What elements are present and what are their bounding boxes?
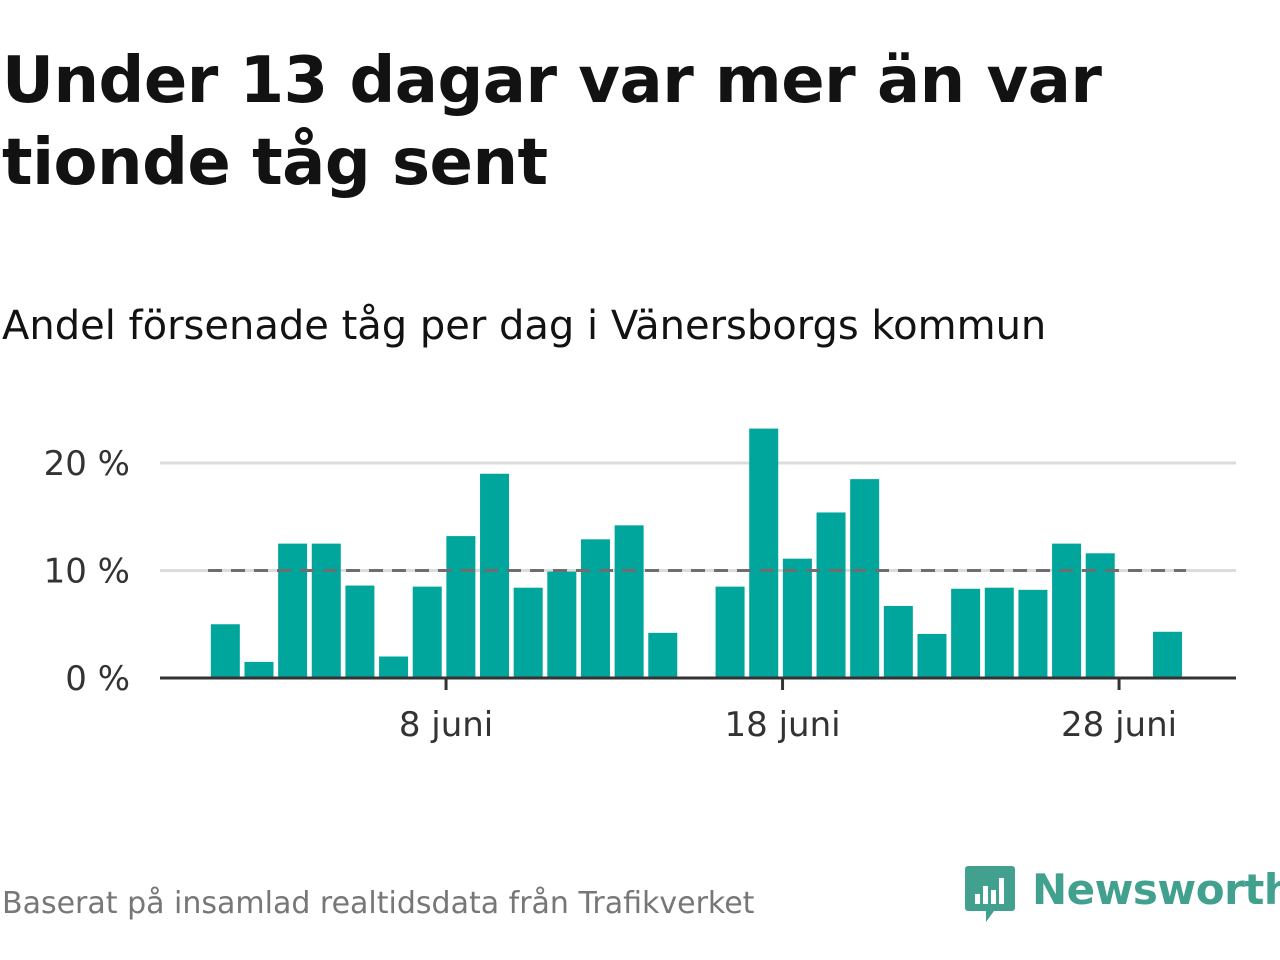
- bar: [782, 558, 812, 678]
- chart-title: Under 13 dagar var mer än var tionde tåg…: [2, 44, 1102, 200]
- bar: [850, 479, 880, 678]
- bar: [883, 605, 913, 678]
- bar: [513, 587, 543, 678]
- brand-logo: Newsworthy: [964, 862, 1280, 926]
- bar: [1153, 631, 1183, 678]
- y-tick-label: 0 %: [65, 659, 130, 699]
- y-tick-label: 10 %: [44, 552, 130, 592]
- bar-chart: 0 % 10 % 20 % 8 juni 18 juni 28 juni: [44, 428, 1236, 745]
- bar: [1085, 553, 1115, 678]
- newsworthy-logo-icon: [965, 866, 1015, 922]
- bar: [648, 632, 678, 678]
- bar: [715, 586, 745, 678]
- bar: [345, 585, 375, 678]
- bar: [614, 525, 644, 678]
- bar: [951, 588, 981, 678]
- x-tick-label: 28 juni: [1061, 705, 1177, 745]
- chart-subtitle: Andel försenade tåg per dag i Vänersborg…: [2, 303, 1047, 349]
- bar: [278, 543, 308, 678]
- x-tick-label: 8 juni: [399, 705, 493, 745]
- bar: [984, 587, 1014, 678]
- bar: [749, 428, 779, 678]
- brand-name: Newsworthy: [1032, 865, 1280, 914]
- bar: [311, 543, 341, 678]
- bar-layer: [210, 428, 1183, 678]
- bar: [580, 539, 610, 678]
- source-note: Baserat på insamlad realtidsdata från Tr…: [2, 886, 755, 921]
- bar: [446, 536, 476, 678]
- bar: [816, 512, 846, 678]
- bar: [379, 656, 409, 678]
- bar: [480, 473, 510, 678]
- bar: [412, 586, 442, 678]
- bar: [547, 571, 577, 678]
- bar: [210, 624, 240, 678]
- bar: [917, 633, 947, 678]
- bar: [244, 661, 274, 678]
- x-tick-label: 18 juni: [725, 705, 841, 745]
- bar: [1052, 543, 1082, 678]
- axis-layer: 0 % 10 % 20 % 8 juni 18 juni 28 juni: [44, 444, 1236, 745]
- bar: [1018, 589, 1048, 678]
- y-tick-label: 20 %: [44, 444, 130, 484]
